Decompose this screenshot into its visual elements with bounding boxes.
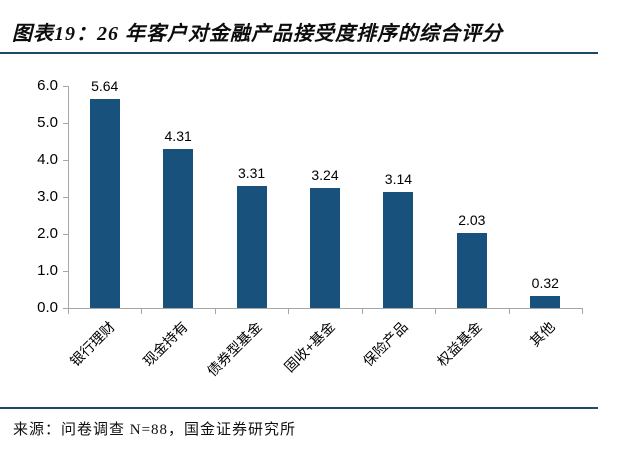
bar-value-label: 3.31: [237, 164, 266, 181]
x-axis-label: 固收+基金: [281, 318, 338, 376]
y-tick: [63, 271, 68, 272]
figure-title: 图表19：26 年客户对金融产品接受度排序的综合评分: [12, 23, 503, 45]
y-axis-tick-label: 5.0: [37, 114, 58, 131]
x-axis-label: 其他: [526, 318, 559, 350]
x-axis-label: 银行理财: [66, 318, 118, 370]
source-note: 来源：问卷调查 N=88，国金证券研究所: [13, 422, 297, 438]
bar: [163, 148, 194, 308]
y-axis-tick-label: 0.0: [37, 299, 58, 316]
x-tick: [141, 308, 143, 314]
y-tick: [63, 86, 68, 87]
bar: [89, 99, 120, 308]
y-axis-tick-label: 3.0: [37, 188, 58, 205]
bar-value-label: 3.24: [311, 167, 339, 184]
y-tick: [63, 234, 68, 235]
x-tick: [361, 308, 363, 314]
y-tick: [63, 123, 68, 124]
y-tick: [63, 197, 68, 198]
bar: [530, 296, 561, 308]
bar: [236, 185, 267, 308]
source-divider: [0, 407, 598, 409]
bar: [383, 191, 414, 308]
x-tick: [508, 308, 510, 314]
y-axis-tick-label: 1.0: [37, 262, 58, 279]
bar-value-label: 0.32: [531, 275, 559, 292]
x-axis-label: 现金持有: [139, 318, 191, 370]
y-axis-tick-label: 2.0: [37, 225, 58, 242]
bar-value-label: 5.64: [91, 78, 119, 95]
x-tick: [68, 308, 69, 314]
x-axis-label: 债券型基金: [203, 318, 265, 380]
title-divider: [0, 52, 598, 54]
y-tick: [63, 160, 68, 161]
x-tick: [582, 308, 583, 314]
bar-value-label: 4.31: [164, 127, 192, 144]
y-axis-line: [68, 86, 69, 308]
y-tick: [63, 308, 68, 309]
x-tick: [288, 308, 290, 314]
x-axis-label: 权益基金: [433, 318, 485, 370]
x-axis-label: 保险产品: [360, 318, 412, 370]
bar-value-label: 2.03: [458, 211, 486, 228]
x-axis-line: [68, 308, 583, 309]
x-tick: [435, 308, 437, 314]
y-axis-tick-label: 6.0: [37, 77, 58, 94]
y-axis-tick-label: 4.0: [37, 151, 58, 168]
bar: [456, 232, 487, 308]
bar-value-label: 3.14: [384, 170, 413, 187]
bar: [310, 188, 340, 308]
x-tick: [214, 308, 216, 314]
